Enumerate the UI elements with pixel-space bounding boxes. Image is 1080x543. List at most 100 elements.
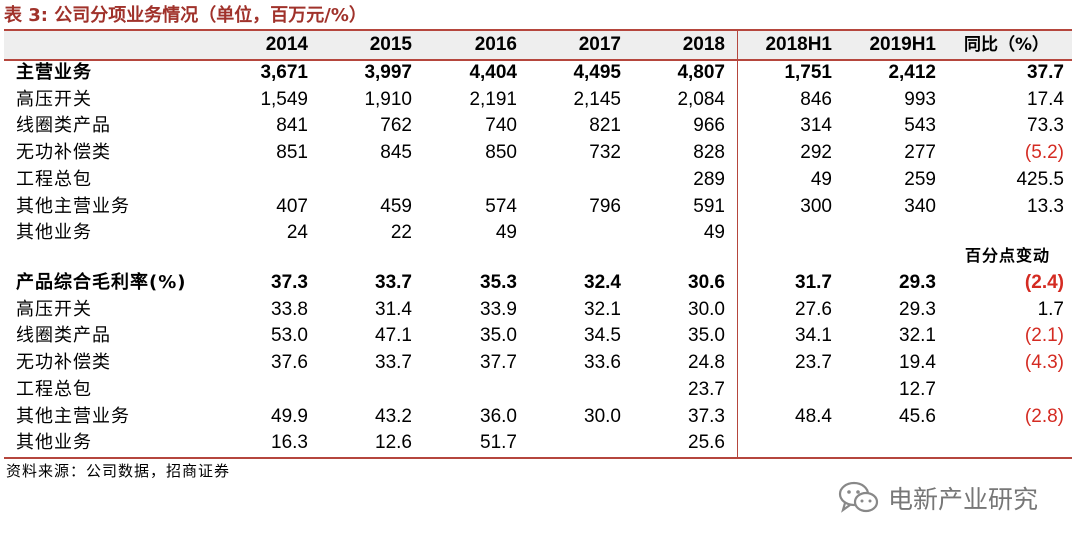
table-cell	[206, 167, 308, 193]
table-cell: 425.5	[1016, 168, 1064, 190]
table-cell: 841	[276, 115, 308, 137]
table-cell: 23.7	[688, 378, 725, 400]
header-cell: 2016	[474, 34, 517, 55]
table-cell: 4,807	[677, 62, 725, 83]
table-cell: 459	[380, 195, 412, 217]
table-cell	[954, 220, 1064, 246]
table-cell: 300	[800, 195, 832, 217]
table-cell: 32.1	[584, 298, 621, 320]
table-row: 产品综合毛利率(%) 37.3 33.7 35.3 32.4 30.6 31.7 29.3 (2…	[4, 270, 1072, 296]
table-row: 高压开关 1,549 1,910 2,191 2,145 2,084 846 993 17.4	[4, 87, 1072, 113]
table-cell: 3,671	[260, 62, 308, 83]
table-cell	[732, 220, 832, 246]
wechat-icon	[838, 481, 879, 513]
row-label: 其他业务	[16, 432, 92, 454]
table-cell: 34.5	[584, 325, 621, 347]
table-cell: 993	[904, 88, 936, 110]
table-cell: 30.0	[584, 405, 621, 427]
row-label: 工程总包	[16, 378, 92, 400]
table-cell: 37.3	[688, 405, 725, 427]
table-title: 表 3: 公司分项业务情况（单位，百万元/%）	[4, 5, 367, 26]
row-label: 其他主营业务	[16, 195, 130, 217]
table-cell: 732	[589, 142, 621, 164]
table-row: 线圈类产品 53.0 47.1 35.0 34.5 35.0 34.1 32.1 (2.1)	[4, 323, 1072, 349]
header-cell: 2018H1	[765, 34, 832, 55]
table-cell: 30.0	[688, 298, 725, 320]
table-cell: 850	[485, 142, 517, 164]
table-row: 工程总包 23.7 12.7	[4, 377, 1072, 403]
table-cell: 37.3	[271, 272, 308, 293]
table-cell: 1.7	[1037, 298, 1064, 320]
table-cell: (2.1)	[1024, 325, 1064, 347]
table-cell: 53.0	[271, 325, 308, 347]
change-note-row: 百分点变动	[4, 243, 1072, 269]
table-cell: 49	[810, 168, 832, 190]
table-cell: 48.4	[795, 405, 832, 427]
table-cell: 966	[693, 115, 725, 137]
table-cell: 33.8	[271, 298, 308, 320]
table-row: 无功补偿类 851 845 850 732 828 292 277 (5.2)	[4, 140, 1072, 166]
column-divider	[737, 29, 738, 459]
table-cell: 30.6	[688, 272, 725, 293]
table-cell: 36.0	[480, 405, 517, 427]
table-cell: 49	[703, 222, 725, 244]
header-background	[4, 31, 1072, 59]
table-cell: 1,910	[364, 88, 412, 110]
row-label: 高压开关	[16, 298, 92, 320]
table-cell	[519, 167, 621, 193]
table-row: 其他主营业务 49.9 43.2 36.0 30.0 37.3 48.4 45.6 (2.8)	[4, 404, 1072, 430]
table-cell: 33.7	[375, 352, 412, 374]
table-cell	[954, 377, 1064, 403]
table-cell: 37.6	[271, 352, 308, 374]
row-label: 高压开关	[16, 88, 92, 110]
row-label: 产品综合毛利率(%)	[16, 272, 187, 293]
table-cell: 1,549	[260, 88, 308, 110]
table-cell: 35.0	[688, 325, 725, 347]
table-cell	[732, 377, 832, 403]
table-cell: 27.6	[795, 298, 832, 320]
table-row: 工程总包 289 49 259 425.5	[4, 167, 1072, 193]
top-rule	[4, 29, 1072, 31]
table-cell: 2,145	[573, 88, 621, 110]
table-row: 主营业务 3,671 3,997 4,404 4,495 4,807 1,751 2,412 3…	[4, 60, 1072, 86]
header-cell: 2014	[265, 34, 308, 55]
table-cell: 33.7	[375, 272, 412, 293]
table-cell: 12.7	[899, 378, 936, 400]
table-cell: 37.7	[480, 352, 517, 374]
table-cell: 828	[693, 142, 725, 164]
row-label: 无功补偿类	[16, 142, 111, 164]
row-label: 主营业务	[16, 62, 92, 83]
source-note: 资料来源：公司数据，招商证券	[6, 462, 231, 480]
table-cell: 33.9	[480, 298, 517, 320]
table-cell: 574	[485, 195, 517, 217]
header-cell: 2015	[369, 34, 412, 55]
table-cell: 23.7	[795, 352, 832, 374]
watermark: 电新产业研究	[838, 478, 1038, 518]
table-cell: 33.6	[584, 352, 621, 374]
table-cell: 13.3	[1027, 195, 1064, 217]
table-row: 其他业务 16.3 12.6 51.7 25.6	[4, 430, 1072, 456]
table-cell: 259	[904, 168, 936, 190]
table-cell	[836, 220, 936, 246]
row-label: 无功补偿类	[16, 352, 111, 374]
table-cell: 24.8	[688, 352, 725, 374]
table-cell: 51.7	[480, 432, 517, 454]
table-cell: 340	[904, 195, 936, 217]
row-label: 线圈类产品	[16, 115, 111, 137]
table-cell: 45.6	[899, 405, 936, 427]
table-cell: 22	[390, 222, 412, 244]
table-cell: 289	[693, 168, 725, 190]
table-cell: 19.4	[899, 352, 936, 374]
table-cell: 16.3	[271, 432, 308, 454]
table-cell: 29.3	[899, 298, 936, 320]
table-cell: 740	[485, 115, 517, 137]
table-cell: 37.7	[1027, 62, 1064, 83]
table-cell: 43.2	[375, 405, 412, 427]
header-cell: 2018	[682, 34, 725, 55]
row-label: 其他业务	[16, 222, 92, 244]
table-cell	[519, 377, 621, 403]
table-cell: 49	[495, 222, 517, 244]
table-cell	[519, 430, 621, 456]
table-cell: 845	[380, 142, 412, 164]
table-cell: 49.9	[271, 405, 308, 427]
